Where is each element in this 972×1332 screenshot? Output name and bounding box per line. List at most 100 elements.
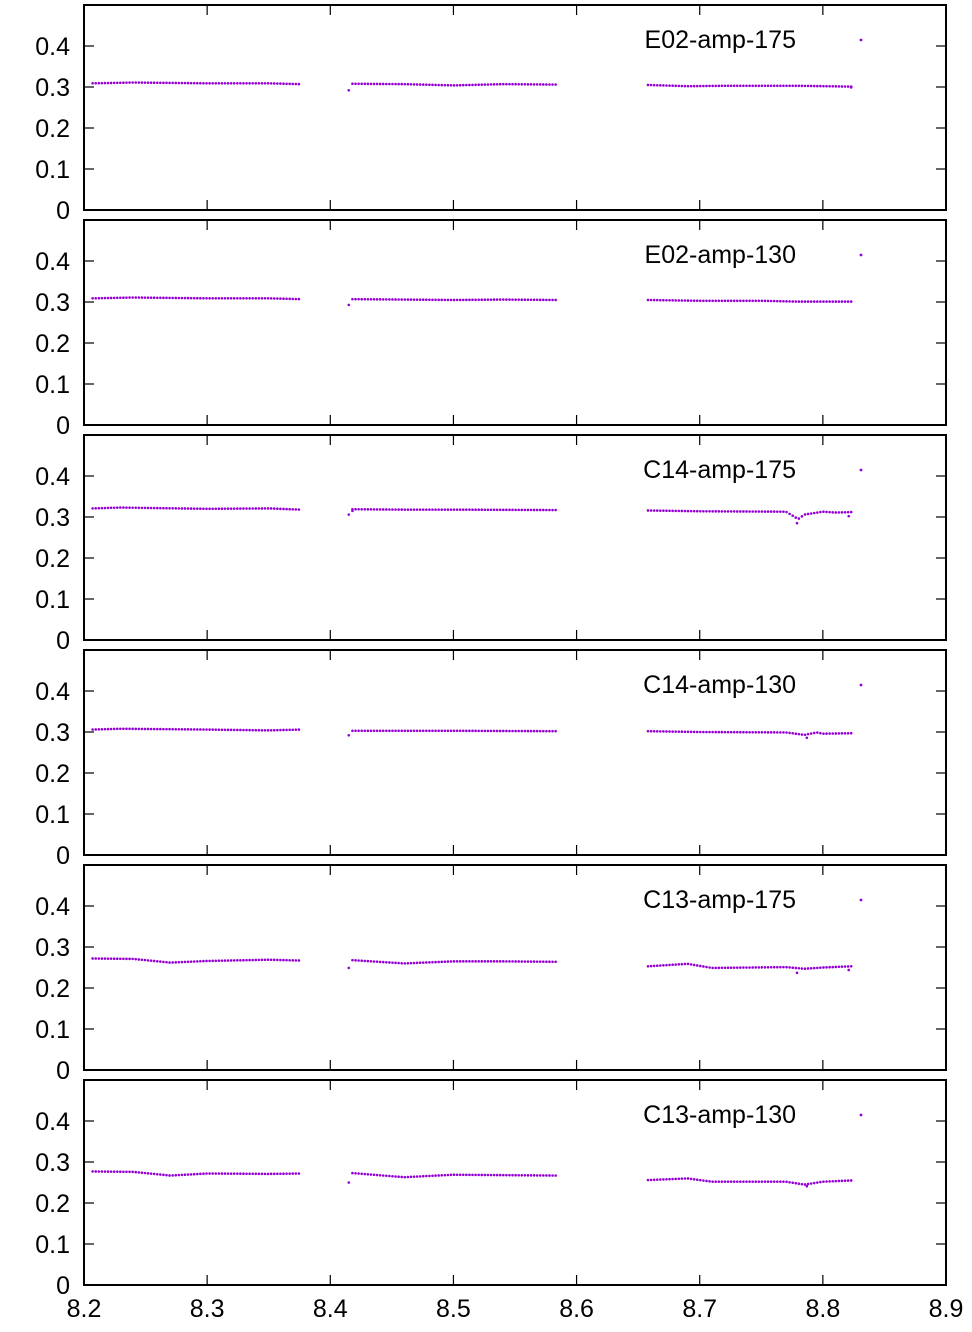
data-point [837, 965, 841, 969]
data-point [291, 297, 295, 301]
data-point [668, 963, 671, 967]
data-point [159, 727, 162, 731]
data-point [91, 957, 94, 960]
data-point [406, 1175, 410, 1179]
data-point [529, 298, 533, 302]
data-point [517, 508, 520, 512]
data-point [729, 1180, 733, 1183]
data-point [714, 510, 718, 513]
data-point [532, 960, 536, 963]
data-point [535, 729, 539, 733]
data-point [708, 299, 711, 303]
data-point [220, 82, 224, 85]
data-point [205, 959, 208, 963]
data-point [208, 728, 211, 731]
data-point [375, 960, 379, 963]
data-point [545, 83, 548, 86]
data-point [125, 81, 128, 84]
data-point [149, 506, 153, 510]
data-point [297, 82, 301, 86]
data-point [834, 300, 838, 303]
data-point [680, 962, 684, 966]
data-point [276, 728, 279, 732]
data-point [236, 1172, 239, 1175]
data-point [538, 298, 542, 302]
data-point [837, 300, 841, 303]
data-point [828, 300, 831, 303]
data-point [279, 82, 282, 85]
legend-label: C13-amp-175 [643, 886, 796, 914]
data-point [214, 1172, 218, 1175]
data-point [674, 1177, 677, 1181]
data-point [471, 729, 474, 733]
data-point [452, 729, 456, 733]
data-point [406, 729, 410, 733]
data-point [131, 1170, 134, 1174]
data-point [125, 506, 128, 509]
data-point [248, 958, 251, 962]
data-point [502, 1173, 505, 1177]
data-point [495, 729, 499, 733]
data-point [846, 510, 850, 514]
data-point [763, 299, 767, 303]
data-point [357, 82, 360, 86]
data-point [492, 508, 496, 512]
data-point [523, 1173, 527, 1177]
data-point [199, 1172, 202, 1176]
data-point [134, 296, 138, 299]
data-point [486, 298, 490, 301]
data-point [137, 958, 141, 961]
data-point [282, 958, 285, 962]
data-point [391, 82, 394, 86]
data-point [220, 959, 224, 962]
data-point [729, 510, 733, 513]
data-point [119, 81, 122, 85]
data-point [272, 297, 276, 300]
data-point [109, 1170, 113, 1173]
data-point [766, 1180, 770, 1183]
data-point [822, 966, 825, 969]
data-point [94, 296, 97, 300]
data-point [128, 957, 131, 961]
data-point [357, 1172, 360, 1175]
data-point [742, 510, 745, 513]
data-point [692, 299, 696, 302]
data-point [272, 1172, 276, 1176]
data-point [465, 1173, 468, 1177]
data-point [477, 298, 480, 302]
data-point [785, 1180, 788, 1184]
data-point [831, 1179, 835, 1183]
data-point [134, 506, 138, 510]
data-point [183, 81, 187, 85]
data-point [143, 727, 147, 731]
y-tick-label: 0.4 [35, 463, 70, 491]
data-point [735, 510, 739, 513]
data-point [837, 511, 841, 514]
data-point [674, 963, 677, 966]
data-point [282, 82, 285, 85]
data-point [492, 298, 496, 301]
data-point [711, 84, 714, 88]
data-point [779, 965, 782, 969]
data-point [760, 731, 764, 734]
data-point [180, 507, 184, 510]
data-point [165, 727, 168, 731]
data-point [214, 82, 218, 85]
data-point [285, 82, 288, 86]
data-point [686, 730, 690, 734]
data-point [285, 507, 288, 511]
data-point [239, 728, 242, 732]
data-point [708, 510, 711, 513]
data-point [449, 960, 453, 963]
data-point [232, 1172, 236, 1175]
data-point [735, 299, 739, 303]
data-point [846, 965, 850, 968]
data-point [128, 296, 131, 299]
data-point [354, 82, 357, 86]
data-point [751, 966, 754, 969]
data-point [112, 81, 116, 85]
data-point [106, 727, 110, 731]
data-point [229, 1172, 233, 1175]
data-point [140, 1171, 144, 1174]
data-point [351, 958, 354, 962]
